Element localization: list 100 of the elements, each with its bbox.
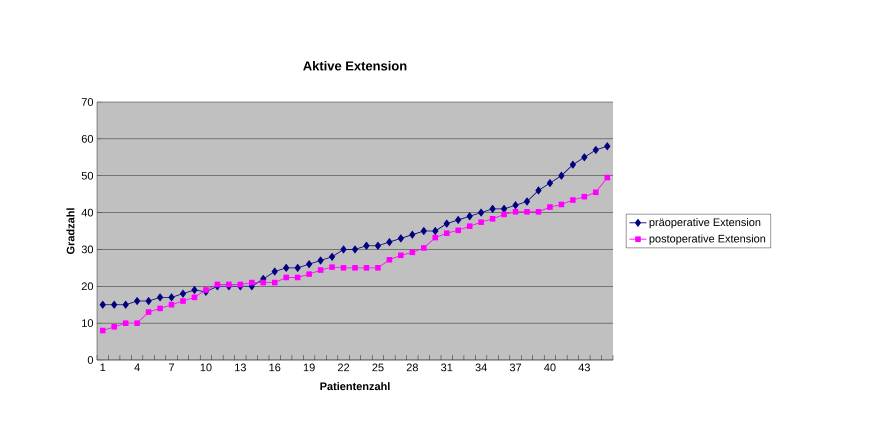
point xyxy=(249,280,255,286)
point xyxy=(420,227,427,235)
point xyxy=(546,179,554,188)
point xyxy=(466,212,473,220)
x-tick-label: 13 xyxy=(235,364,246,372)
point xyxy=(329,264,335,270)
point xyxy=(466,223,472,230)
point xyxy=(386,238,392,246)
x-tick-label: 7 xyxy=(169,364,174,372)
point xyxy=(100,300,106,309)
x-tick-label: 10 xyxy=(200,364,212,372)
point xyxy=(168,302,174,308)
point xyxy=(490,204,496,213)
point xyxy=(500,204,508,213)
point xyxy=(375,265,381,271)
legend-label: postoperative Extension xyxy=(650,234,766,245)
point xyxy=(122,320,128,326)
point xyxy=(432,234,438,240)
point xyxy=(512,201,519,210)
point xyxy=(455,227,461,234)
point xyxy=(157,306,163,312)
point xyxy=(328,252,336,261)
point xyxy=(501,212,507,218)
point xyxy=(111,300,118,309)
point xyxy=(306,260,312,268)
point xyxy=(421,245,427,251)
point xyxy=(444,220,450,228)
x-tick-label: 40 xyxy=(544,364,556,372)
y-tick-label: 0 xyxy=(88,356,94,364)
point xyxy=(146,297,152,306)
y-tick-label: 30 xyxy=(82,246,94,254)
point xyxy=(340,245,347,254)
point xyxy=(535,186,542,194)
x-tick-label: 43 xyxy=(578,364,590,372)
point xyxy=(570,160,576,169)
point xyxy=(558,202,564,208)
point xyxy=(306,271,312,277)
point xyxy=(604,142,610,150)
y-tick-label: 70 xyxy=(82,98,94,106)
point xyxy=(444,230,450,236)
point xyxy=(374,242,382,250)
point xyxy=(122,300,129,309)
x-tick-label: 4 xyxy=(134,364,140,372)
point xyxy=(272,280,278,286)
point xyxy=(180,290,186,298)
point xyxy=(547,204,553,210)
point xyxy=(294,264,301,272)
x-tick-label: 37 xyxy=(510,364,522,372)
point xyxy=(398,234,404,242)
point xyxy=(524,209,530,215)
x-tick-label: 34 xyxy=(475,364,487,372)
y-tick-label: 10 xyxy=(82,319,94,328)
point xyxy=(192,294,198,300)
point xyxy=(238,282,244,288)
y-tick-label: 20 xyxy=(82,282,94,290)
point xyxy=(340,265,346,271)
point xyxy=(111,324,117,330)
point xyxy=(318,256,324,264)
point xyxy=(478,208,484,217)
point xyxy=(260,280,266,286)
y-tick-label: 40 xyxy=(82,208,94,216)
point xyxy=(156,293,164,302)
point xyxy=(180,298,186,304)
x-tick-label: 1 xyxy=(100,364,106,372)
point xyxy=(100,328,106,334)
point xyxy=(168,293,175,302)
point xyxy=(134,320,140,326)
point xyxy=(283,264,290,272)
point xyxy=(294,274,300,280)
x-tick-label: 31 xyxy=(441,364,452,372)
point xyxy=(386,256,392,263)
x-tick-label: 16 xyxy=(269,364,280,372)
y-tick-label: 60 xyxy=(82,134,94,143)
point xyxy=(146,309,152,315)
point xyxy=(604,174,610,180)
point xyxy=(455,216,462,224)
point xyxy=(592,146,599,154)
chart-title: Aktive Extension xyxy=(303,60,406,70)
point xyxy=(582,194,588,200)
x-tick-label: 28 xyxy=(406,364,418,372)
point xyxy=(570,197,576,203)
point xyxy=(581,153,588,162)
x-tick-label: 25 xyxy=(372,364,384,372)
legend-label: präoperative Extension xyxy=(650,218,760,228)
point xyxy=(318,267,324,273)
y-axis-title: Gradzahl xyxy=(66,208,74,254)
point xyxy=(226,282,232,288)
point xyxy=(524,198,530,206)
point xyxy=(512,209,518,215)
point xyxy=(134,297,140,306)
point xyxy=(203,287,209,293)
point xyxy=(364,265,370,271)
point xyxy=(352,245,358,254)
point xyxy=(558,172,564,180)
point xyxy=(593,190,599,196)
point xyxy=(272,268,278,276)
point xyxy=(490,216,496,222)
point xyxy=(398,252,404,258)
point xyxy=(191,286,198,294)
x-tick-label: 19 xyxy=(304,364,315,372)
